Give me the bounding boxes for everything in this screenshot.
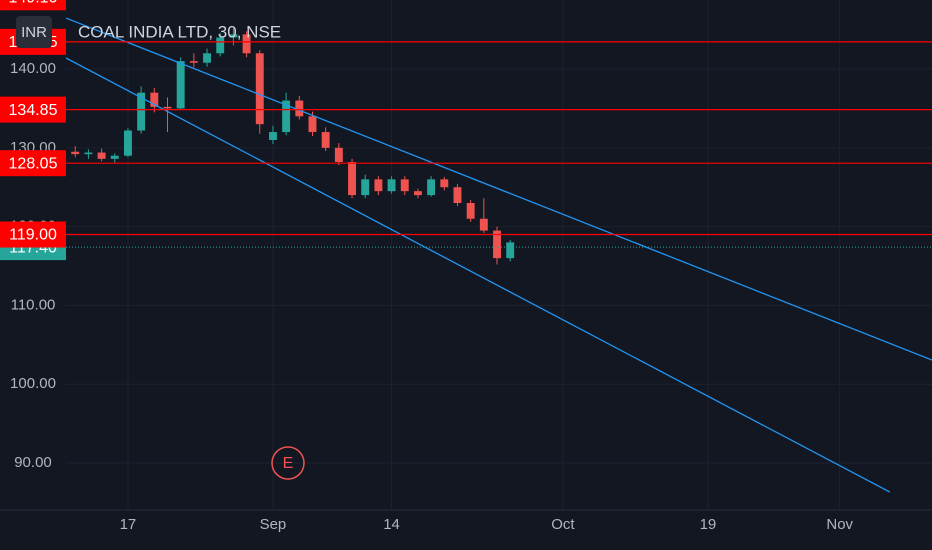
x-tick-label: 17 — [120, 516, 137, 533]
candle-body — [479, 218, 488, 231]
currency-button[interactable] — [16, 16, 52, 48]
candle-body — [427, 179, 436, 196]
candle-body — [97, 152, 106, 159]
y-tick-label: 90.00 — [14, 454, 52, 471]
candle-body — [308, 116, 317, 133]
candle-body — [321, 132, 330, 148]
level-label: 134.85 — [9, 102, 58, 119]
candle-body — [453, 187, 462, 203]
candle-body — [440, 179, 449, 188]
x-tick-label: Oct — [551, 516, 575, 533]
candle-body — [282, 100, 291, 133]
level-box — [0, 221, 66, 248]
candle-body — [268, 132, 277, 140]
level-label: 119.00 — [9, 227, 57, 244]
candle-body — [387, 179, 396, 192]
candle-body — [137, 92, 146, 131]
candle-body — [84, 152, 93, 155]
candle-body — [110, 155, 119, 159]
candle-body — [334, 147, 343, 163]
y-tick-label: 140.00 — [10, 60, 56, 77]
y-tick-label: 100.00 — [10, 375, 56, 392]
candle-body — [295, 100, 304, 117]
candle-body — [255, 53, 264, 125]
candle-body — [348, 162, 356, 196]
trend-line — [65, 17, 932, 361]
y-tick-label: 110.00 — [11, 296, 56, 313]
candle-body — [203, 53, 211, 63]
candle-body — [361, 179, 370, 196]
candle-body — [493, 230, 501, 259]
event-marker[interactable] — [271, 446, 305, 480]
candle-body — [71, 151, 80, 155]
x-tick-label: Sep — [260, 516, 287, 533]
candle-body — [216, 37, 225, 54]
candle-body — [466, 202, 475, 219]
candle-body — [163, 106, 172, 109]
level-box — [0, 150, 66, 177]
candle-body — [374, 179, 383, 192]
level-box — [0, 0, 66, 11]
level-label: 128.05 — [9, 155, 58, 172]
candle-body — [506, 242, 515, 259]
candle-body — [189, 61, 198, 63]
trend-line — [65, 57, 891, 493]
event-label[interactable]: E — [283, 455, 294, 472]
candle-body — [242, 34, 251, 54]
candle-body — [176, 61, 185, 109]
candle-body — [123, 130, 132, 156]
candle-body — [413, 191, 422, 196]
candle-body — [400, 179, 409, 192]
chart-title: COAL INDIA LTD, 30, NSE — [78, 22, 281, 41]
level-label: 149.10 — [9, 0, 58, 7]
x-tick-label: 14 — [383, 516, 400, 533]
y-axis-panel — [0, 0, 66, 550]
x-tick-label: 19 — [700, 516, 717, 533]
x-tick-label: Nov — [826, 516, 853, 533]
candle-body — [150, 92, 159, 107]
candle-body — [229, 34, 238, 38]
level-box — [0, 96, 66, 123]
currency[interactable]: INR — [21, 24, 47, 41]
